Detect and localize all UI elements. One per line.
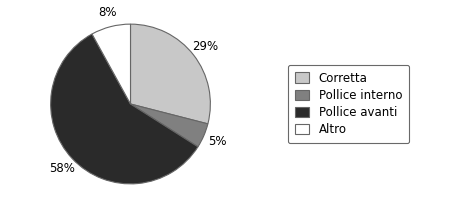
Wedge shape [51, 34, 198, 184]
Wedge shape [130, 104, 208, 147]
Text: 58%: 58% [49, 162, 75, 175]
Text: 8%: 8% [98, 6, 116, 19]
Wedge shape [130, 24, 210, 124]
Text: 29%: 29% [192, 40, 218, 53]
Text: 5%: 5% [208, 135, 226, 148]
Legend: Corretta, Pollice interno, Pollice avanti, Altro: Corretta, Pollice interno, Pollice avant… [288, 65, 410, 143]
Wedge shape [92, 24, 130, 104]
